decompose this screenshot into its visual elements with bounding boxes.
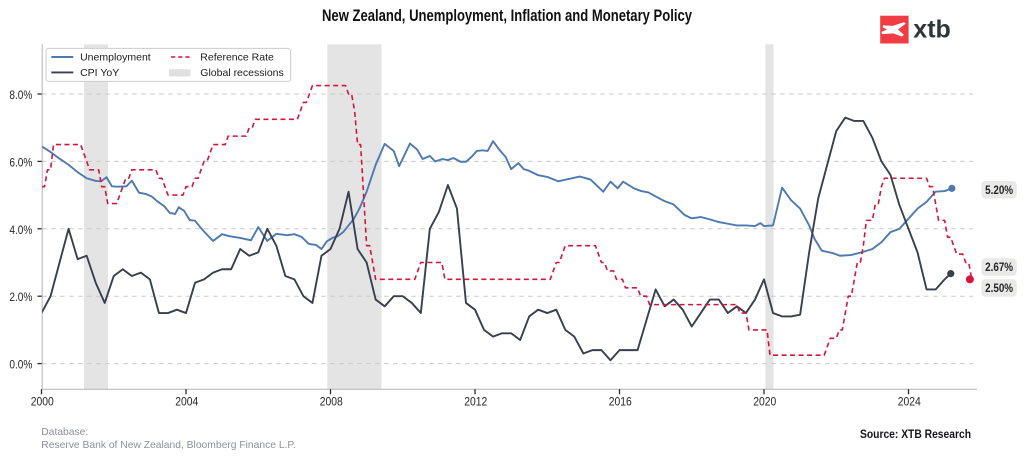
svg-text:Database:: Database: [41,427,88,438]
svg-text:2.50%: 2.50% [985,281,1013,295]
svg-text:5.20%: 5.20% [985,183,1013,197]
svg-text:Global recessions: Global recessions [200,67,283,79]
svg-text:2.0%: 2.0% [9,290,32,304]
svg-text:2.67%: 2.67% [985,260,1013,274]
svg-text:2008: 2008 [320,394,343,408]
svg-text:2016: 2016 [609,394,632,408]
svg-text:New Zealand, Unemployment, Inf: New Zealand, Unemployment, Inflation and… [322,6,692,25]
svg-text:0.0%: 0.0% [9,358,32,372]
svg-text:6.0%: 6.0% [9,155,32,169]
svg-text:Source: XTB Research: Source: XTB Research [860,427,971,441]
svg-text:Reference Rate: Reference Rate [200,51,274,63]
svg-text:2012: 2012 [464,394,487,408]
svg-text:Unemployment: Unemployment [80,51,151,63]
svg-text:2024: 2024 [898,394,921,408]
svg-text:4.0%: 4.0% [9,223,32,237]
svg-text:8.0%: 8.0% [9,88,32,102]
svg-text:xtb: xtb [913,16,951,44]
svg-text:2004: 2004 [175,394,198,408]
svg-text:Reserve Bank of New Zealand, B: Reserve Bank of New Zealand, Bloomberg F… [41,440,296,451]
svg-text:2020: 2020 [753,394,776,408]
svg-text:CPI YoY: CPI YoY [80,67,119,79]
svg-text:2000: 2000 [31,394,54,408]
